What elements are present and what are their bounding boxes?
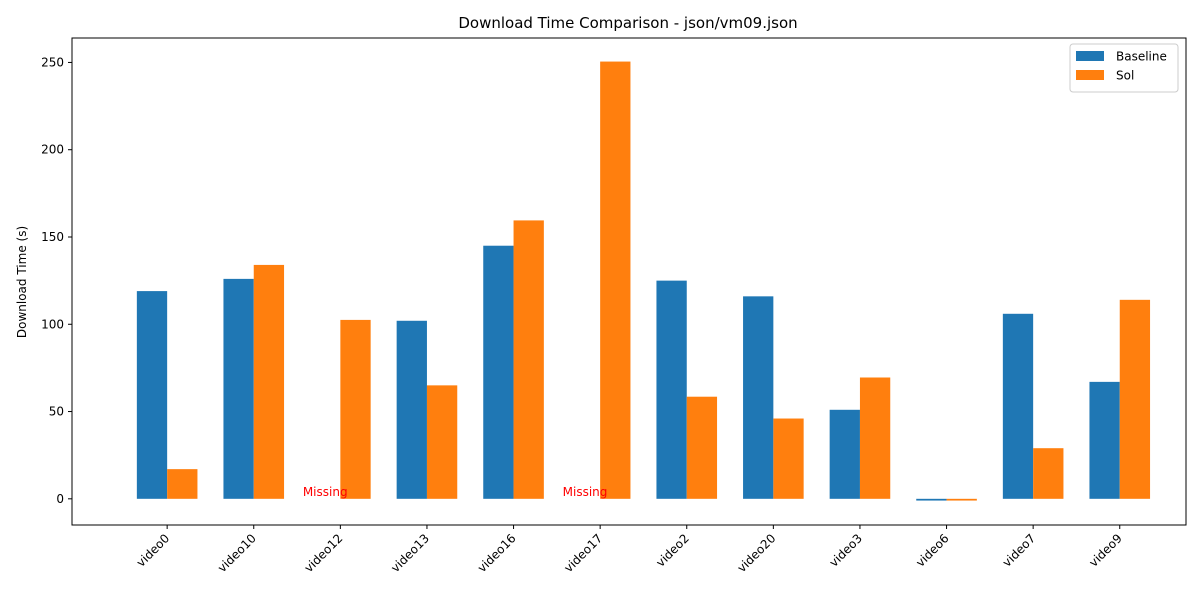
y-tick-label: 150 [41, 230, 64, 244]
bar-sol-video7 [1033, 448, 1064, 499]
bar-sol-video9 [1119, 299, 1151, 499]
bar-sol-video2 [686, 396, 718, 499]
bar-baseline-video0 [136, 291, 168, 499]
legend-swatch-sol [1076, 70, 1104, 80]
y-tick-label: 0 [56, 492, 64, 506]
plot-frame [71, 37, 1187, 526]
y-tick-label: 100 [41, 317, 64, 331]
x-tick-label: video6 [913, 531, 951, 569]
x-tick-label: video17 [561, 531, 605, 575]
bar-sol-video13 [426, 385, 458, 499]
bar-baseline-video20 [743, 296, 774, 499]
legend-label-sol: Sol [1116, 69, 1134, 83]
x-tick-label: video2 [653, 531, 691, 569]
plot-area: 0 50 100 150 200 250 video0 video10 video12 video… [41, 37, 1187, 575]
bar-baseline-video7 [1002, 313, 1034, 499]
x-tick-label: video9 [1086, 531, 1124, 569]
bar-sol-video17 [600, 61, 631, 499]
x-tick-label: video12 [302, 531, 346, 575]
bar-sol-video20 [773, 418, 804, 499]
bar-sol-video16 [513, 220, 544, 499]
x-tick-label: video0 [134, 531, 172, 569]
x-tick-label: video10 [215, 531, 259, 575]
y-tick-label: 250 [41, 55, 64, 69]
missing-annotation: Missing [303, 485, 348, 499]
y-axis-label: Download Time (s) [15, 226, 29, 338]
legend-swatch-baseline [1076, 51, 1104, 61]
bar-baseline-video16 [483, 245, 514, 499]
bar-sol-video6 [946, 498, 977, 501]
bar-baseline-video3 [829, 409, 860, 499]
bar-sol-video3 [859, 377, 891, 499]
x-tick-label: video3 [827, 531, 865, 569]
bar-baseline-video13 [396, 320, 427, 499]
bar-sol-video10 [253, 264, 285, 499]
x-tick-label: video13 [388, 531, 432, 575]
bar-baseline-video10 [223, 278, 254, 499]
legend-label-baseline: Baseline [1116, 50, 1167, 64]
x-tick-label: video16 [475, 531, 519, 575]
bar-sol-video12 [340, 319, 371, 499]
bar-baseline-video2 [656, 280, 687, 499]
bar-sol-video0 [167, 469, 198, 499]
y-tick-label: 50 [49, 405, 64, 419]
x-tick-label: video20 [735, 531, 779, 575]
bar-baseline-video6 [916, 498, 947, 501]
bar-baseline-video9 [1089, 381, 1120, 499]
y-tick-label: 200 [41, 143, 64, 157]
x-tick-label: video7 [1000, 531, 1038, 569]
chart-title: Download Time Comparison - json/vm09.jso… [458, 14, 797, 32]
missing-annotation: Missing [563, 485, 608, 499]
